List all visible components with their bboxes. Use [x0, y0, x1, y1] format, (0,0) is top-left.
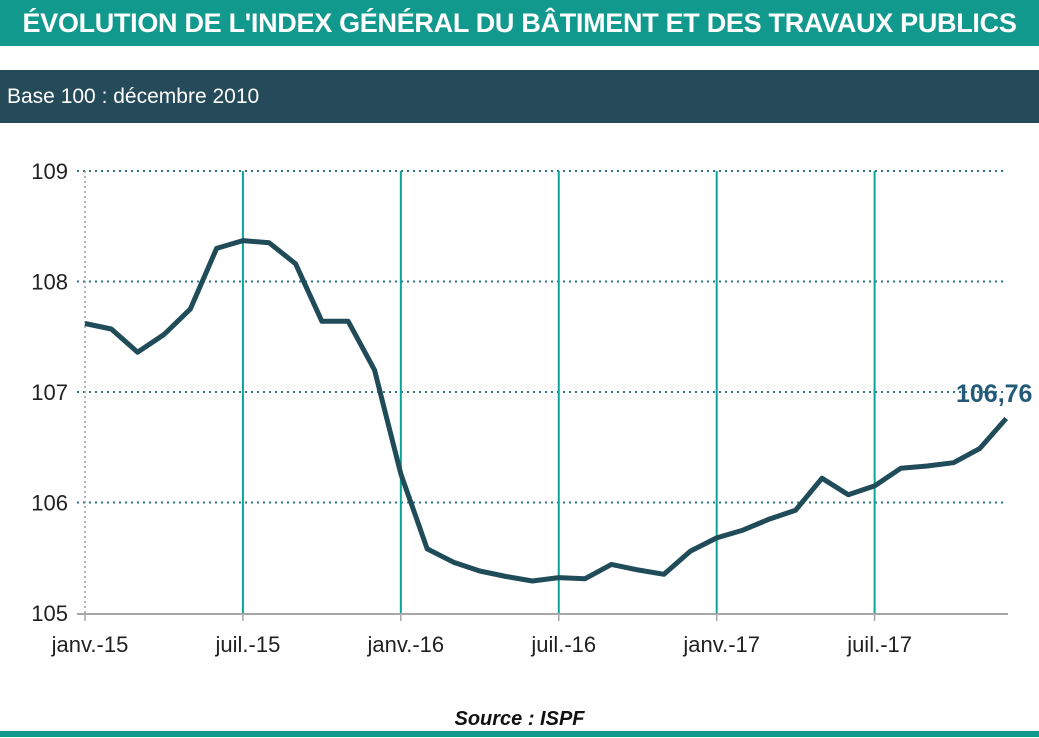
latest-value-label: 106,76 [956, 380, 1033, 408]
base-period-label: Base 100 : décembre 2010 [7, 84, 260, 108]
page-title: ÉVOLUTION DE L'INDEX GÉNÉRAL DU BÂTIMENT… [22, 7, 1017, 38]
x-tick-label: juil.-15 [215, 632, 281, 657]
y-tick-label: 107 [31, 380, 68, 405]
index-series-line [84, 238, 1009, 584]
source-caption: Source : ISPF [454, 708, 585, 730]
x-tick-label: janv.-17 [682, 632, 760, 657]
x-tick-label: juil.-16 [530, 632, 596, 657]
y-tick-label: 108 [31, 270, 68, 295]
y-tick-label: 105 [31, 601, 68, 626]
x-tick-label: janv.-15 [51, 632, 129, 657]
y-tick-label: 109 [31, 159, 68, 184]
subtitle-bar: Base 100 : décembre 2010 [0, 70, 1039, 123]
bottom-accent-bar [0, 731, 1039, 737]
x-tick-label: janv.-16 [367, 632, 445, 657]
x-tick-label: juil.-17 [846, 632, 912, 657]
title-bar: ÉVOLUTION DE L'INDEX GÉNÉRAL DU BÂTIMENT… [0, 0, 1039, 46]
y-tick-label: 106 [31, 491, 68, 516]
